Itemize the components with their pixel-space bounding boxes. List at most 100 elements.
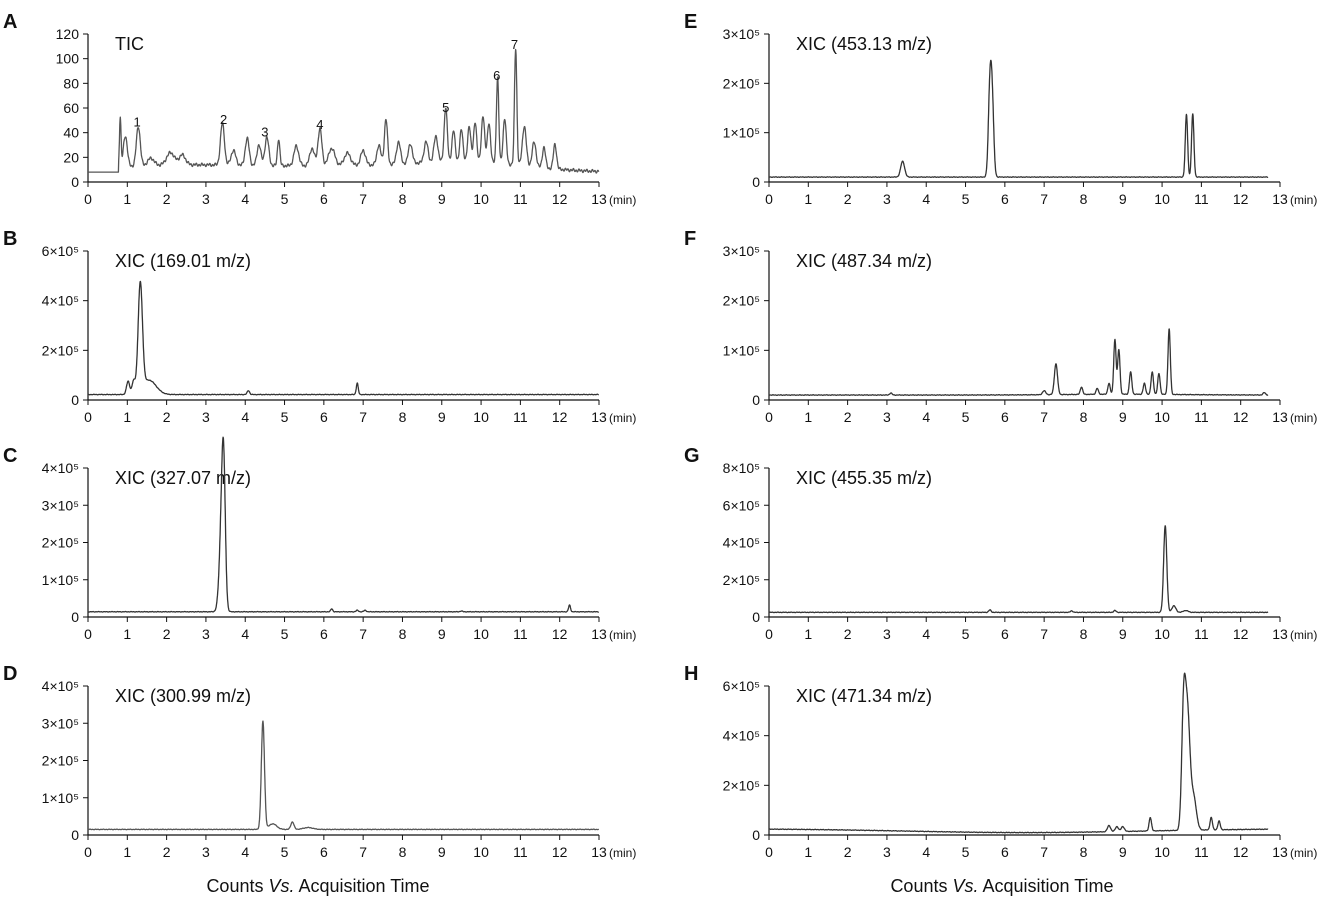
x-tick-label: 9 xyxy=(438,626,446,642)
x-tick-label: 12 xyxy=(1233,844,1249,860)
x-tick-label: 2 xyxy=(163,409,171,425)
peak-label: 6 xyxy=(493,68,500,83)
x-tick-label: 1 xyxy=(123,844,131,860)
x-tick-label: 10 xyxy=(1154,844,1170,860)
x-tick-label: 5 xyxy=(962,626,970,642)
x-tick-label: 11 xyxy=(513,191,528,207)
x-tick-label: 9 xyxy=(1119,191,1127,207)
x-tick-label: 7 xyxy=(1040,626,1048,642)
x-tick-label: 3 xyxy=(202,844,210,860)
x-tick-label: 13 xyxy=(1272,626,1288,642)
trace-line xyxy=(768,525,1269,614)
x-tick-label: 4 xyxy=(241,409,249,425)
y-tick-label: 0 xyxy=(71,827,79,843)
y-tick-label: 1×10⁵ xyxy=(42,572,79,588)
x-tick-label: 3 xyxy=(202,626,210,642)
x-tick-label: 9 xyxy=(438,191,446,207)
trace-line xyxy=(87,280,600,396)
panel-title: XIC (487.34 m/z) xyxy=(796,251,932,271)
peak-label: 7 xyxy=(511,37,518,52)
x-tick-label: 8 xyxy=(399,626,407,642)
x-tick-label: 12 xyxy=(1233,626,1249,642)
x-tick-label: 12 xyxy=(1233,409,1249,425)
x-tick-label: 1 xyxy=(123,191,131,207)
x-tick-label: 0 xyxy=(84,626,92,642)
x-tick-label: 12 xyxy=(552,191,568,207)
x-tick-label: 12 xyxy=(552,409,568,425)
panel-letter: D xyxy=(3,663,17,685)
x-axis-caption-left: Counts Vs. Acquisition Time xyxy=(206,876,429,896)
x-tick-label: 2 xyxy=(844,191,852,207)
x-tick-label: 6 xyxy=(320,191,328,207)
y-tick-label: 1×10⁵ xyxy=(42,790,79,806)
x-tick-label: 10 xyxy=(473,626,489,642)
y-tick-label: 6×10⁵ xyxy=(723,678,760,694)
x-tick-label: 1 xyxy=(123,626,131,642)
y-tick-label: 0 xyxy=(752,392,760,408)
x-tick-label: 3 xyxy=(202,409,210,425)
x-tick-label: 10 xyxy=(1154,626,1170,642)
x-tick-label: 3 xyxy=(883,844,891,860)
x-tick-label: 2 xyxy=(163,191,171,207)
x-tick-label: 5 xyxy=(281,409,289,425)
x-tick-label: 1 xyxy=(804,409,812,425)
trace-line xyxy=(87,436,600,613)
y-tick-label: 3×10⁵ xyxy=(723,26,760,42)
x-tick-label: 5 xyxy=(281,191,289,207)
y-tick-label: 6×10⁵ xyxy=(42,243,79,259)
y-tick-label: 20 xyxy=(63,149,79,165)
x-tick-label: 0 xyxy=(84,191,92,207)
x-tick-label: 6 xyxy=(1001,191,1009,207)
y-tick-label: 0 xyxy=(752,609,760,625)
panel-title: TIC xyxy=(115,34,144,54)
x-tick-label: 6 xyxy=(320,409,328,425)
y-tick-label: 0 xyxy=(71,609,79,625)
y-tick-label: 100 xyxy=(56,51,80,67)
x-tick-label: 1 xyxy=(123,409,131,425)
y-tick-label: 8×10⁵ xyxy=(723,460,760,476)
x-tick-label: 13 xyxy=(591,191,607,207)
x-tick-label: 5 xyxy=(962,844,970,860)
x-unit-label: (min) xyxy=(1290,193,1317,207)
x-tick-label: 9 xyxy=(1119,409,1127,425)
x-tick-label: 11 xyxy=(1194,409,1209,425)
x-tick-label: 7 xyxy=(1040,409,1048,425)
x-axis-caption-right: Counts Vs. Acquisition Time xyxy=(890,876,1113,896)
x-tick-label: 8 xyxy=(1080,409,1088,425)
x-tick-label: 8 xyxy=(1080,191,1088,207)
x-tick-label: 1 xyxy=(804,191,812,207)
x-tick-label: 1 xyxy=(804,626,812,642)
panel-letter: A xyxy=(3,11,17,33)
x-tick-label: 8 xyxy=(399,191,407,207)
x-tick-label: 10 xyxy=(1154,191,1170,207)
peak-label: 3 xyxy=(261,125,268,140)
x-tick-label: 6 xyxy=(320,626,328,642)
trace-line xyxy=(87,720,600,831)
x-tick-label: 5 xyxy=(962,191,970,207)
panel-title: XIC (453.13 m/z) xyxy=(796,34,932,54)
x-tick-label: 2 xyxy=(844,626,852,642)
x-tick-label: 4 xyxy=(922,844,930,860)
x-unit-label: (min) xyxy=(1290,411,1317,425)
y-tick-label: 6×10⁵ xyxy=(723,497,760,513)
x-tick-label: 10 xyxy=(1154,409,1170,425)
x-tick-label: 9 xyxy=(1119,844,1127,860)
x-tick-label: 0 xyxy=(765,844,773,860)
peak-label: 2 xyxy=(220,112,227,127)
x-unit-label: (min) xyxy=(609,411,636,425)
x-tick-label: 2 xyxy=(844,409,852,425)
peak-label: 4 xyxy=(316,117,323,132)
x-tick-label: 11 xyxy=(513,626,528,642)
x-tick-label: 7 xyxy=(1040,844,1048,860)
x-tick-label: 3 xyxy=(202,191,210,207)
y-tick-label: 2×10⁵ xyxy=(723,777,760,793)
trace-line xyxy=(768,328,1269,396)
x-unit-label: (min) xyxy=(609,628,636,642)
y-tick-label: 4×10⁵ xyxy=(723,728,760,744)
x-unit-label: (min) xyxy=(1290,846,1317,860)
x-tick-label: 6 xyxy=(1001,409,1009,425)
